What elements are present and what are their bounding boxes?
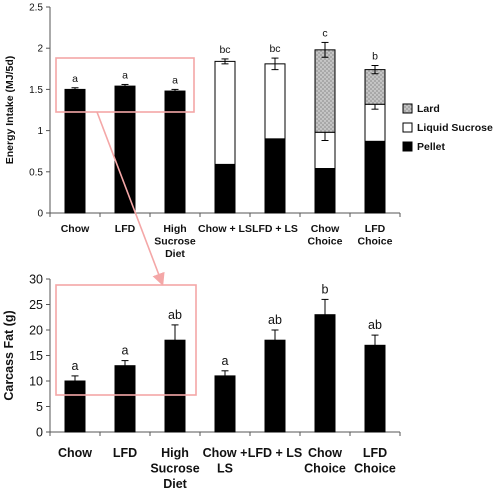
significance-label: a — [72, 359, 79, 373]
significance-label: b — [372, 51, 378, 63]
y-tick-label: 0 — [36, 425, 43, 439]
category-label: LFD — [113, 446, 137, 460]
category-label: Diet — [163, 477, 187, 491]
y-tick-label: 30 — [29, 272, 43, 286]
y-tick-label: 0.5 — [29, 167, 43, 178]
y-tick-label: 5 — [36, 400, 43, 414]
category-label: Sucrose — [154, 236, 196, 248]
y-tick-label: 0 — [37, 209, 43, 220]
significance-label: a — [72, 73, 78, 85]
y-axis-label: Energy Intake (MJ/5d) — [4, 56, 16, 165]
significance-label: ab — [168, 308, 182, 322]
bar — [364, 69, 386, 105]
bar — [264, 63, 286, 140]
category-label: High — [161, 446, 189, 460]
significance-label: bc — [269, 43, 280, 55]
energy-intake-chart: 0 0.5 1 1.5 2 2.5 Energy Intake (MJ/5d) a Chow a L… — [4, 3, 493, 261]
legend-swatch — [402, 141, 413, 152]
legend-label: Liquid Sucrose — [417, 122, 493, 134]
category-label: LFD + LS — [248, 446, 303, 460]
category-label: Choice — [357, 236, 392, 248]
y-tick-label: 1.5 — [29, 85, 43, 96]
significance-label: a — [222, 354, 229, 368]
y-tick-label: 2.5 — [29, 3, 43, 14]
category-label: Chow — [61, 223, 90, 235]
category-label: Diet — [165, 248, 185, 260]
category-label: LFD — [365, 223, 386, 235]
category-label: Chow + LS — [198, 223, 252, 235]
legend-label: Pellet — [417, 141, 446, 153]
bar — [364, 344, 386, 433]
bar — [264, 138, 286, 214]
category-label: LFD — [115, 223, 136, 235]
category-label: LFD — [363, 446, 387, 460]
category-label: Chow + — [203, 446, 248, 460]
y-axis-label: Carcass Fat (g) — [2, 310, 16, 400]
category-label: Chow — [311, 223, 340, 235]
bar — [214, 163, 236, 214]
y-tick-label: 20 — [29, 323, 43, 337]
y-tick-label: 10 — [29, 374, 43, 388]
category-label: Chow — [308, 446, 342, 460]
category-label: Sucrose — [150, 462, 199, 476]
significance-label: c — [322, 27, 327, 39]
category-label: Chow — [58, 446, 92, 460]
legend-swatch — [402, 103, 413, 114]
highlight-box-bottom — [55, 284, 197, 396]
category-label: Choice — [304, 462, 346, 476]
highlight-arrow — [96, 111, 165, 286]
bar — [214, 375, 236, 433]
legend-swatch — [402, 122, 413, 133]
y-tick-label: 25 — [29, 298, 43, 312]
bar — [364, 103, 386, 142]
significance-label: ab — [268, 313, 282, 327]
bar — [314, 49, 336, 133]
category-label: High — [163, 223, 186, 235]
bar — [364, 140, 386, 214]
bar — [314, 168, 336, 214]
significance-label: a — [122, 69, 128, 81]
y-tick-label: 2 — [37, 44, 43, 55]
y-tick-label: 15 — [29, 349, 43, 363]
bar — [64, 380, 86, 433]
bar — [114, 85, 136, 214]
category-label: LS — [217, 462, 233, 476]
legend-label: Lard — [417, 103, 440, 115]
significance-label: ab — [368, 318, 382, 332]
bar — [164, 90, 186, 214]
bar — [64, 88, 86, 214]
highlight-box-top — [55, 57, 195, 113]
category-label: Choice — [354, 462, 396, 476]
bar — [264, 339, 286, 433]
bar — [214, 60, 236, 165]
significance-label: a — [122, 344, 129, 358]
legend: Lard Liquid Sucrose Pellet — [402, 103, 493, 153]
significance-label: b — [322, 282, 329, 296]
bar — [314, 314, 336, 433]
y-tick-label: 1 — [37, 126, 43, 137]
category-label: LFD + LS — [252, 223, 298, 235]
significance-label: bc — [219, 44, 230, 56]
bar — [114, 365, 136, 433]
significance-label: a — [172, 74, 178, 86]
category-label: Choice — [307, 236, 342, 248]
